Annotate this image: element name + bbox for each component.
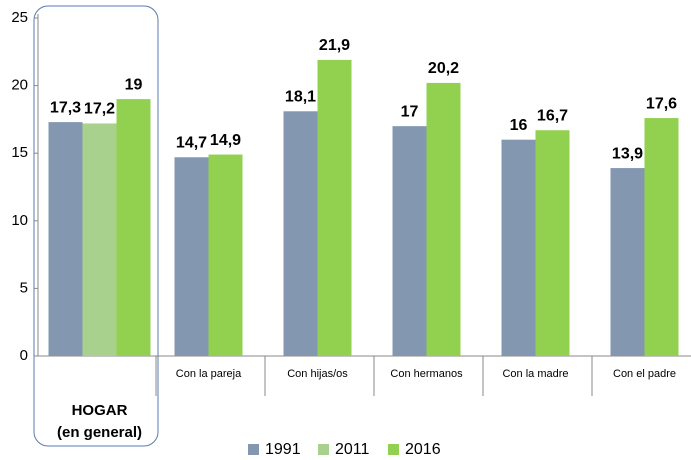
y-tick-label: 10 (11, 212, 28, 229)
x-tick-label: HOGAR (en general) (57, 402, 142, 441)
bar (392, 126, 427, 356)
x-tick-label: Con hermanos (390, 368, 463, 380)
legend-swatch (388, 444, 399, 455)
data-label: 17,2 (84, 101, 115, 118)
x-tick-label: Con la pareja (176, 368, 242, 380)
data-label: 19 (125, 76, 143, 93)
x-tick-label: Con el padre (613, 368, 676, 380)
bar (610, 168, 645, 356)
bar (283, 111, 318, 357)
bar (116, 99, 151, 357)
y-tick-label: 0 (20, 347, 28, 364)
bar (501, 139, 536, 356)
bar (174, 157, 209, 356)
bar (426, 82, 461, 357)
x-tick-label: Con hijas/os (287, 368, 348, 380)
y-tick-label: 15 (11, 144, 28, 161)
data-label: 21,9 (319, 37, 350, 54)
data-label: 17,3 (50, 99, 81, 116)
label-line: HOGAR (72, 402, 128, 419)
label-line: (en general) (57, 424, 142, 441)
y-tick-label: 5 (20, 279, 28, 296)
bar (317, 59, 352, 357)
data-label: 13,9 (612, 145, 643, 162)
legend-label: 1991 (265, 441, 301, 458)
bar (48, 122, 83, 356)
data-label: 14,9 (210, 132, 241, 149)
data-label: 18,1 (285, 89, 316, 106)
data-label: 14,7 (176, 134, 207, 151)
y-tick-label: 20 (11, 77, 28, 94)
legend-label: 2016 (405, 441, 441, 458)
legend-swatch (248, 444, 259, 455)
bar (644, 118, 679, 356)
data-label: 16,7 (537, 107, 568, 124)
x-tick-label: Con la madre (502, 368, 568, 380)
bar (82, 123, 117, 357)
highlight-box (33, 5, 159, 447)
bar (208, 154, 243, 356)
legend-swatch (318, 444, 329, 455)
data-label: 17 (401, 103, 419, 120)
data-label: 17,6 (646, 95, 677, 112)
data-label: 16 (510, 117, 528, 134)
data-label: 20,2 (428, 60, 459, 77)
y-tick-label: 25 (11, 9, 28, 26)
bar (535, 130, 570, 356)
legend-label: 2011 (335, 441, 370, 458)
